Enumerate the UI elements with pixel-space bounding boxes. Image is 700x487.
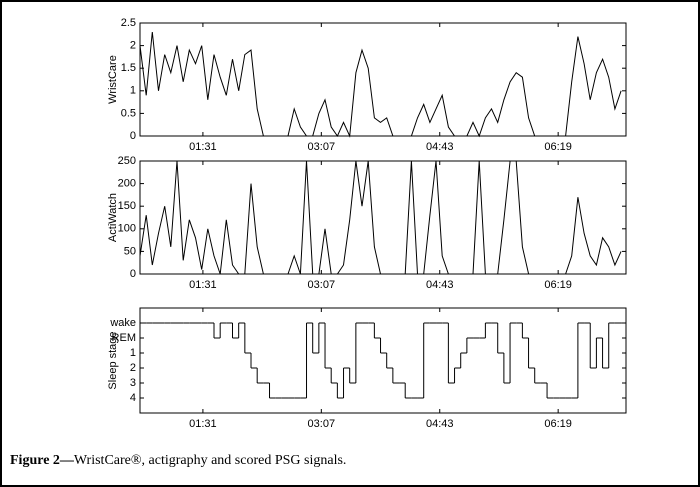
- axes-frame: [139, 160, 627, 275]
- y-tick-label: 200: [118, 178, 136, 190]
- y-tick-label: 1: [130, 85, 136, 97]
- y-axis-label: WristCare: [107, 55, 119, 104]
- x-tick-label: 03:07: [308, 279, 336, 291]
- y-tick-label: 0.5: [121, 107, 136, 119]
- chart: 0 0.5 1 1.5 2 2.5 01:31 03:07 04:43 06:19 WristCar…: [107, 17, 627, 430]
- x-tick-label: 03:07: [308, 141, 336, 153]
- axes-frame: [139, 307, 627, 414]
- x-tick-label: 06:19: [544, 279, 572, 291]
- y-axis-label: Sleep stage: [107, 331, 119, 389]
- y-tick-label: 0: [130, 130, 136, 142]
- y-tick-label: 2: [130, 40, 136, 52]
- y-tick-label: 0: [130, 268, 136, 280]
- y-tick-label: 250: [118, 155, 136, 167]
- y-axis-label: ActiWatch: [107, 193, 119, 242]
- x-tick-label: 04:43: [426, 141, 454, 153]
- axes-frame: [139, 22, 627, 137]
- caption-label: Figure 2—: [10, 453, 74, 468]
- signal-line: [139, 31, 622, 138]
- y-tick-label: 2: [130, 362, 136, 374]
- x-tick-label: 01:31: [189, 141, 217, 153]
- y-tick-label: 3: [130, 377, 136, 389]
- y-tick-label: 4: [130, 392, 136, 404]
- x-tick-label: 01:31: [189, 418, 217, 430]
- y-tick-label: 150: [118, 200, 136, 212]
- x-tick-label: 01:31: [189, 279, 217, 291]
- caption-text: WristCare®, actigraphy and scored PSG si…: [73, 453, 347, 468]
- x-tick-label: 04:43: [426, 279, 454, 291]
- x-tick-label: 03:07: [308, 418, 336, 430]
- y-tick-label: 1: [130, 347, 136, 359]
- x-tick-label: 06:19: [544, 141, 572, 153]
- x-tick-label: 04:43: [426, 418, 454, 430]
- y-tick-label: REM: [112, 332, 136, 344]
- y-tick-label: 2.5: [121, 17, 136, 29]
- y-tick-label: 50: [124, 245, 136, 257]
- x-tick-label: 06:19: [544, 418, 572, 430]
- y-tick-label: 100: [118, 223, 136, 235]
- y-tick-label: 1.5: [121, 62, 136, 74]
- caption: Figure 2—WristCare®, actigraphy and scor…: [10, 453, 346, 469]
- y-tick-label: wake: [109, 317, 136, 329]
- signal-line: [139, 160, 622, 275]
